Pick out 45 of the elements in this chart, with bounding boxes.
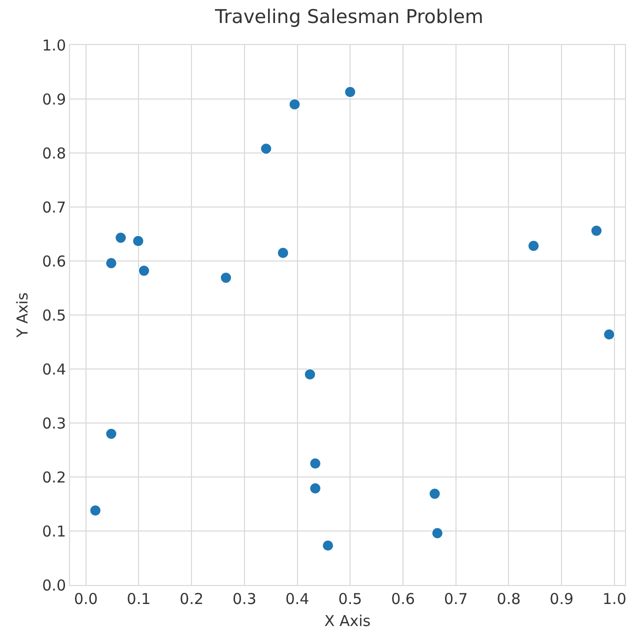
point	[309, 482, 322, 494]
chart-title: Traveling Salesman Problem	[214, 6, 484, 28]
x-tick-label: 0.8	[496, 590, 521, 608]
point	[260, 142, 272, 155]
x-tick-label: 0.2	[180, 590, 204, 608]
y-tick-label: 0.7	[42, 198, 66, 216]
point	[138, 264, 150, 277]
point	[322, 540, 334, 552]
x-tick-label: 0.5	[338, 590, 362, 608]
point	[105, 428, 118, 440]
point	[288, 98, 301, 110]
point	[428, 488, 441, 500]
y-tick-label: 1.0	[42, 36, 66, 54]
x-tick-label: 0.1	[126, 590, 151, 608]
y-tick-label: 0.9	[42, 90, 66, 108]
x-tick-label: 0.7	[444, 590, 468, 608]
point	[309, 458, 322, 470]
x-tick-label: 0.6	[391, 590, 415, 608]
y-tick-label: 0.1	[42, 522, 66, 540]
y-tick-label: 0.6	[42, 252, 66, 270]
point	[590, 224, 602, 237]
x-tick-label: 0.0	[74, 590, 98, 608]
point	[114, 232, 127, 244]
point	[105, 257, 118, 270]
point	[431, 527, 444, 540]
y-tick-label: 0.5	[42, 306, 66, 324]
point	[89, 504, 102, 516]
point	[304, 368, 316, 380]
y-tick-label: 0.8	[42, 144, 66, 162]
point	[528, 240, 540, 252]
point	[603, 328, 616, 340]
y-tick-label: 0.3	[42, 414, 66, 432]
y-axis-title: Y Axis	[13, 292, 32, 339]
y-tick-label: 0.2	[42, 468, 66, 486]
y-tick-label: 0.0	[42, 576, 66, 594]
point	[132, 235, 144, 247]
x-tick-label: 0.3	[232, 590, 256, 608]
x-tick-label: 1.0	[602, 590, 626, 608]
point	[277, 247, 289, 259]
x-tick-label: 0.4	[285, 590, 310, 608]
point	[344, 86, 356, 98]
x-tick-label: 0.9	[550, 590, 574, 608]
point	[220, 272, 232, 284]
y-tick-label: 0.4	[42, 360, 66, 378]
x-axis-title: X Axis	[324, 612, 371, 630]
